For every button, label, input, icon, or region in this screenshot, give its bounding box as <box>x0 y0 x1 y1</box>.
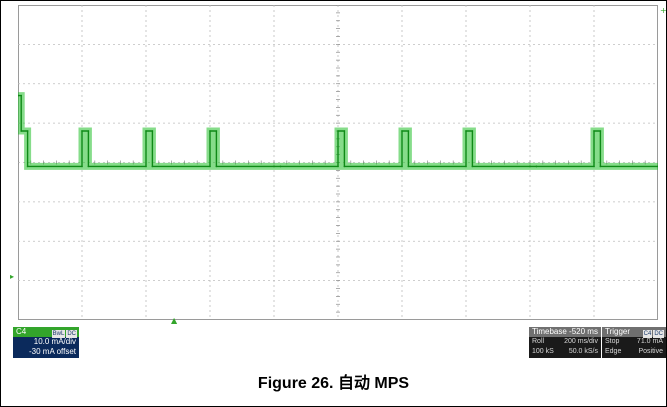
trace-point <box>151 165 154 168</box>
plot-svg <box>18 5 658 320</box>
trace-point <box>343 130 346 132</box>
channel-panel[interactable]: C4 BwL DC 10.0 mA/div -30 mA offset <box>13 327 79 358</box>
trace-point <box>81 130 83 132</box>
trigger-row: Stop 71.0 mA <box>602 337 666 347</box>
bandwidth-limit-tag: BwL <box>51 330 66 338</box>
trace-point <box>26 165 29 168</box>
trace-point <box>18 94 19 97</box>
trigger-title: Trigger <box>605 327 631 336</box>
trace-point <box>87 165 90 168</box>
trace-point <box>337 130 339 132</box>
trace-point <box>279 165 282 168</box>
trace-point <box>465 130 467 132</box>
trace-point <box>407 165 410 168</box>
channel-ground-icon: ▸ <box>10 272 15 281</box>
trace-point <box>145 130 147 132</box>
trigger-panel[interactable]: Trigger C4 DC Stop 71.0 mA Edge Positive <box>602 327 666 358</box>
timebase-panel[interactable]: Timebase -520 ms Roll 200 ms/div 100 kS … <box>529 327 601 358</box>
trigger-state: Stop <box>605 338 620 345</box>
trace-point <box>81 165 83 168</box>
trace-point <box>20 94 22 97</box>
trace-point <box>657 165 658 168</box>
timebase-row: 100 kS 50.0 kS/s <box>529 347 601 357</box>
timebase-mode: Roll <box>532 338 545 345</box>
channel-offset: -30 mA offset <box>29 347 76 356</box>
trace-point <box>215 130 218 132</box>
trace-point <box>145 165 147 168</box>
trace-point <box>407 130 410 132</box>
timebase-title: Timebase -520 ms <box>529 327 601 337</box>
trace-point <box>599 130 602 132</box>
trigger-channel-tag: C4 <box>642 330 653 338</box>
trace-point <box>20 130 22 132</box>
trace-point <box>465 165 467 168</box>
timebase-rate: 50.0 kS/s <box>568 348 598 355</box>
trace-point <box>593 130 595 132</box>
trace-point <box>471 130 474 132</box>
timebase-row: Roll 200 ms/div <box>529 337 601 347</box>
trace-point <box>26 130 29 132</box>
trace-point <box>529 165 531 168</box>
trace-point <box>593 165 595 168</box>
trace-line <box>18 94 658 168</box>
trigger-row: Edge Positive <box>602 347 666 357</box>
trigger-slope: Positive <box>638 348 663 355</box>
trigger-level: 71.0 mA <box>636 338 663 345</box>
trace-point <box>337 165 339 168</box>
trace-point <box>209 165 211 168</box>
trace-point <box>401 165 403 168</box>
trace-point <box>535 165 538 168</box>
trace-point <box>599 165 602 168</box>
trigger-type: Edge <box>605 348 622 355</box>
trigger-level-icon: + <box>660 6 667 15</box>
trace-point <box>273 165 275 168</box>
trigger-header: Trigger C4 DC <box>602 327 666 338</box>
trace-point <box>87 130 90 132</box>
timebase-samples: 100 kS <box>532 348 554 355</box>
coupling-tag: DC <box>66 330 77 338</box>
trace-point <box>401 130 403 132</box>
channel-name: C4 <box>16 327 27 336</box>
trigger-position-icon: ▲ <box>171 316 178 325</box>
figure-caption: Figure 26. 自动 MPS <box>257 375 410 392</box>
channel-header: C4 BwL DC <box>13 327 79 338</box>
trace-point <box>215 165 218 168</box>
trigger-coupling-tag: DC <box>653 330 664 338</box>
trace-point <box>151 130 154 132</box>
channel-scale: 10.0 mA/div <box>33 337 76 346</box>
trace-point <box>471 165 474 168</box>
trace-point <box>343 165 346 168</box>
timebase-scale: 200 ms/div <box>564 338 598 345</box>
oscilloscope-plot <box>18 5 658 320</box>
trace-point <box>209 130 211 132</box>
